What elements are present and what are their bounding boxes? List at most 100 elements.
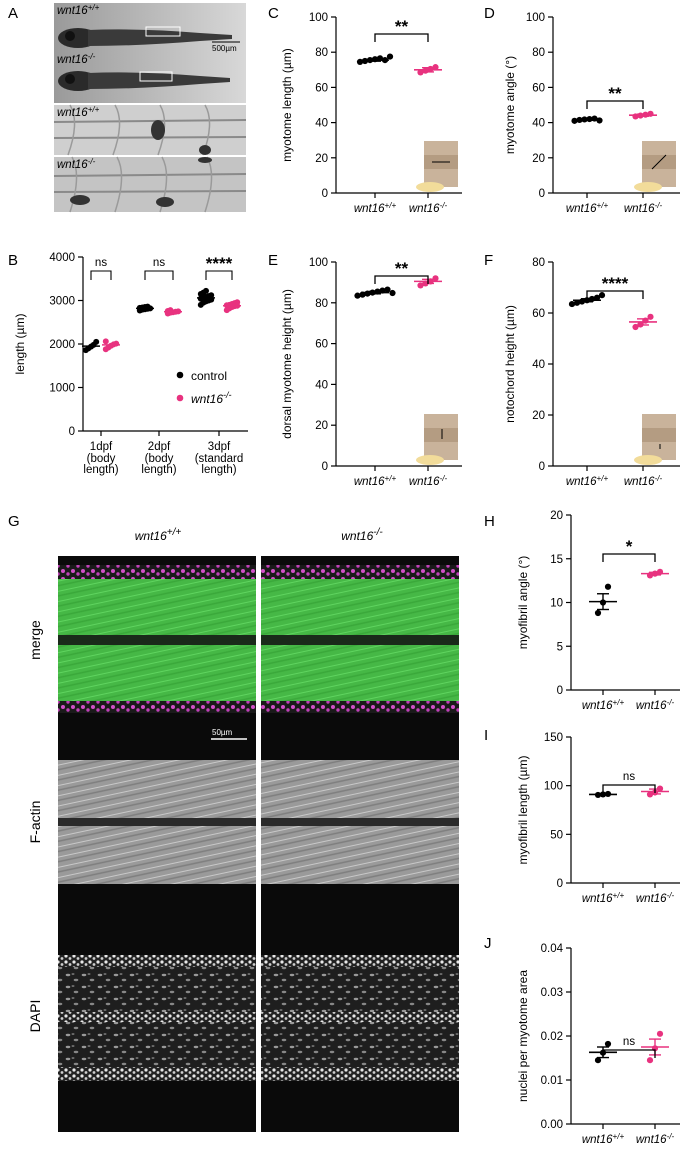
schematic-inset bbox=[416, 414, 458, 465]
y-tick-label: 1000 bbox=[49, 383, 75, 395]
label-mut-genotype-a: wnt16-/- bbox=[57, 52, 96, 66]
x-tick-label: 2dpf bbox=[148, 441, 171, 453]
y-tick-label: 0.00 bbox=[541, 1119, 563, 1131]
significance-label: ns bbox=[95, 257, 107, 269]
significance-bracket bbox=[586, 290, 644, 299]
y-tick-label: 60 bbox=[532, 308, 545, 320]
significance-label: ** bbox=[395, 259, 409, 278]
y-axis-label: myotome angle (°) bbox=[503, 56, 517, 154]
y-tick-label: 60 bbox=[532, 82, 545, 94]
schematic-inset bbox=[416, 141, 458, 192]
y-tick-label: 20 bbox=[532, 153, 545, 165]
panel-letter-g: G bbox=[8, 513, 20, 530]
y-axis-label: nuclei per myotome area bbox=[516, 970, 530, 1102]
chart-d: 0 20 40 60 80 100 wnt16+/+ wnt16-/- myotome angl… bbox=[503, 12, 680, 215]
y-axis-label: myofibril length (µm) bbox=[516, 756, 530, 865]
merge-mut-dorsal bbox=[261, 579, 459, 635]
panel-letter-b: B bbox=[8, 252, 18, 269]
merge-wt-ventral bbox=[58, 645, 256, 701]
y-tick-label: 0 bbox=[557, 878, 563, 890]
data-point bbox=[594, 609, 602, 617]
row-label-merge: merge bbox=[27, 620, 43, 660]
significance-bracket bbox=[602, 784, 656, 793]
y-tick-label: 5 bbox=[557, 641, 563, 653]
y-tick-label: 0 bbox=[322, 461, 328, 473]
scale-bar-label-g: 50µm bbox=[212, 728, 233, 737]
x-tick-sublabel: length) bbox=[83, 464, 118, 476]
y-tick-label: 0.03 bbox=[541, 987, 563, 999]
significance-label: **** bbox=[206, 254, 233, 273]
y-tick-label: 10 bbox=[550, 598, 563, 610]
significance-label: **** bbox=[602, 274, 629, 293]
y-tick-label: 0.04 bbox=[541, 943, 564, 955]
y-axis-label: notochord height (µm) bbox=[503, 305, 517, 423]
y-tick-label: 0.01 bbox=[541, 1075, 563, 1087]
data-point bbox=[102, 338, 109, 345]
x-tick-label-wt: wnt16+/+ bbox=[354, 201, 397, 215]
panel-letter-f: F bbox=[484, 252, 493, 269]
x-tick-label-wt: wnt16+/+ bbox=[566, 201, 609, 215]
data-point bbox=[386, 53, 394, 60]
y-tick-label: 80 bbox=[532, 47, 545, 59]
x-tick-label-mut: wnt16-/- bbox=[636, 698, 675, 712]
panel-a-micrographs: wnt16+/+ wnt16-/- 500µm wnt16+/+ wnt16-/… bbox=[53, 3, 247, 213]
chart-h: 0 5 10 15 20 wnt16+/+ wnt16-/- myofibril angle … bbox=[516, 510, 680, 712]
y-axis-label: myofibril angle (°) bbox=[516, 556, 530, 650]
y-tick-label: 100 bbox=[309, 12, 328, 24]
x-tick-label-mut: wnt16-/- bbox=[624, 474, 663, 488]
significance-label: ** bbox=[608, 84, 622, 103]
y-tick-label: 100 bbox=[544, 781, 563, 793]
label-mut-closeup: wnt16-/- bbox=[57, 157, 96, 171]
fish-wt-silhouette bbox=[58, 26, 232, 48]
data-point bbox=[113, 340, 120, 347]
row-label-dapi: DAPI bbox=[27, 1000, 43, 1033]
data-point bbox=[432, 64, 439, 71]
y-tick-label: 20 bbox=[315, 153, 328, 165]
y-tick-label: 100 bbox=[309, 257, 328, 269]
significance-label: ns bbox=[623, 1036, 635, 1048]
fish-mut-silhouette bbox=[58, 71, 230, 91]
x-tick-label-wt: wnt16+/+ bbox=[582, 698, 625, 712]
panel-letter-a: A bbox=[8, 5, 18, 22]
dapi-wt-ventral bbox=[58, 1022, 256, 1067]
data-point bbox=[93, 338, 100, 345]
y-tick-label: 80 bbox=[315, 298, 328, 310]
data-point bbox=[389, 289, 396, 297]
panel-letter-c: C bbox=[268, 5, 279, 22]
data-point bbox=[596, 117, 603, 124]
row-label-factin: F-actin bbox=[27, 801, 43, 844]
col-label-mut: wnt16-/- bbox=[341, 527, 383, 543]
x-tick-label-wt: wnt16+/+ bbox=[582, 891, 625, 905]
factin-wt-dorsal bbox=[58, 760, 256, 818]
data-point bbox=[208, 292, 215, 299]
significance-label: ns bbox=[623, 771, 635, 783]
data-point bbox=[593, 294, 601, 301]
y-tick-label: 40 bbox=[315, 118, 328, 130]
chart-f: 0 20 40 60 80 wnt16+/+ wnt16-/- notochord heigh… bbox=[503, 257, 680, 488]
y-axis-label: dorsal myotome height (µm) bbox=[280, 289, 294, 439]
data-point bbox=[384, 286, 391, 293]
schematic-inset bbox=[634, 414, 676, 465]
data-point bbox=[568, 300, 576, 308]
x-tick-label-mut: wnt16-/- bbox=[409, 201, 448, 215]
y-tick-label: 0 bbox=[69, 426, 75, 438]
significance-bracket bbox=[205, 270, 233, 280]
y-tick-label: 60 bbox=[315, 339, 328, 351]
x-tick-sublabel: length) bbox=[201, 464, 236, 476]
significance-bracket bbox=[144, 270, 174, 280]
label-wt-closeup: wnt16+/+ bbox=[57, 105, 100, 119]
y-tick-label: 80 bbox=[532, 257, 545, 269]
scale-bar-label-a: 500µm bbox=[212, 44, 237, 53]
y-axis-label: myotome length (µm) bbox=[280, 48, 294, 162]
significance-label: ns bbox=[153, 257, 165, 269]
legend-marker-mutant bbox=[176, 394, 184, 402]
panel-letter-j: J bbox=[484, 935, 492, 952]
factin-mut-ventral bbox=[261, 826, 459, 884]
x-tick-sublabel: length) bbox=[141, 464, 176, 476]
chart-c: 0 20 40 60 80 100 wnt16+/+ wnt16-/- myotome leng… bbox=[280, 12, 462, 215]
y-axis-label: length (µm) bbox=[13, 314, 27, 375]
data-point bbox=[646, 1057, 654, 1064]
